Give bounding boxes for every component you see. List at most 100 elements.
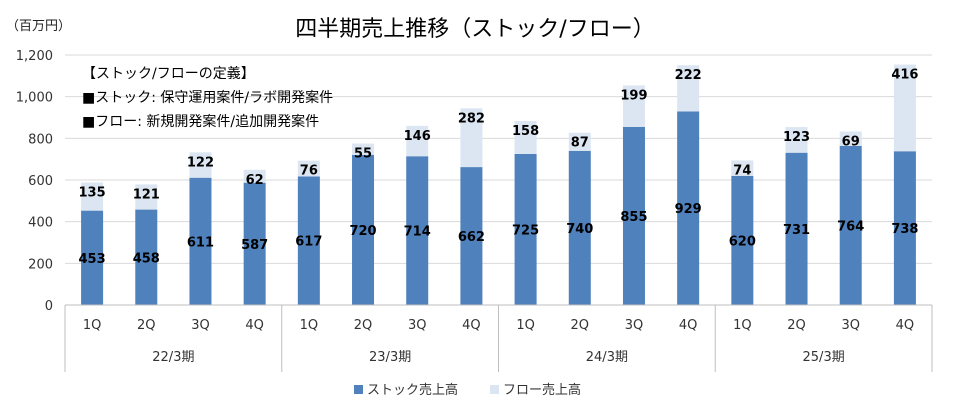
legend-swatch-flow [490, 385, 499, 394]
bar-stock [81, 210, 104, 305]
data-label-stock: 720 [349, 224, 376, 239]
bar-flow [189, 152, 212, 178]
data-label-flow: 122 [187, 155, 214, 170]
group-label: 24/3期 [586, 350, 628, 365]
x-tick-label: 2Q [571, 318, 590, 333]
bar-flow [568, 132, 591, 151]
bar-stock [785, 152, 808, 305]
y-tick-label: 1,200 [16, 49, 53, 64]
data-label-stock: 458 [133, 251, 160, 266]
bar-stock [189, 177, 212, 305]
legend-swatch-stock [354, 385, 363, 394]
bar-flow [677, 65, 700, 112]
data-label-flow: 416 [891, 68, 918, 83]
y-tick-label: 0 [45, 299, 53, 314]
data-label-stock: 855 [620, 210, 647, 225]
group-label: 23/3期 [369, 350, 411, 365]
y-unit-label: （百万円） [6, 19, 71, 34]
bar-flow [514, 121, 537, 154]
x-tick-label: 3Q [408, 318, 427, 333]
x-tick-label: 1Q [733, 318, 752, 333]
data-label-flow: 62 [246, 173, 264, 188]
data-label-stock: 738 [891, 222, 918, 237]
bar-stock [893, 151, 916, 305]
data-label-stock: 731 [783, 223, 810, 238]
bar-stock [243, 182, 266, 305]
data-label-flow: 199 [620, 88, 647, 103]
bar-flow [893, 64, 916, 152]
data-label-flow: 158 [512, 124, 539, 139]
x-tick-label: 3Q [841, 318, 860, 333]
bar-stock [297, 176, 320, 305]
data-label-stock: 740 [566, 222, 593, 237]
bar-stock [839, 145, 862, 305]
data-label-stock: 662 [458, 230, 485, 245]
data-label-flow: 69 [842, 134, 860, 149]
bar-flow [460, 108, 483, 168]
bar-flow [135, 184, 158, 210]
bar-stock [677, 111, 700, 305]
data-label-flow: 146 [404, 129, 431, 144]
axes: 0 200 400 600 800 1,000 1,200 1Q 2Q 3Q 4Q 1Q 2Q 3Q 4Q 1… [16, 49, 933, 372]
data-label-stock: 617 [295, 235, 322, 250]
bar-flow [622, 85, 645, 127]
data-label-flow: 135 [79, 186, 106, 201]
data-label-stock: 764 [837, 219, 864, 234]
bar-flow [785, 127, 808, 153]
data-label-flow: 74 [733, 163, 751, 178]
y-tick-label: 200 [28, 257, 53, 272]
y-tick-label: 400 [28, 216, 53, 231]
note-line-2: ■ストック: 保守運用案件/ラボ開発案件 [82, 89, 333, 106]
data-label-stock: 620 [729, 234, 756, 249]
y-tick-label: 1,000 [16, 91, 53, 106]
bar-flow [297, 160, 320, 177]
legend-label-stock: ストック売上高 [367, 382, 458, 398]
data-label-stock: 453 [79, 252, 106, 267]
bar-stock [622, 126, 645, 305]
note-line-1: 【ストック/フローの定義】 [82, 65, 255, 82]
x-tick-label: 4Q [896, 318, 915, 333]
x-tick-label: 1Q [516, 318, 535, 333]
data-label-flow: 123 [783, 130, 810, 145]
legend-label-flow: フロー売上高 [503, 382, 581, 398]
data-label-stock: 611 [187, 235, 214, 250]
data-label-flow: 87 [571, 136, 589, 151]
y-tick-label: 800 [28, 132, 53, 147]
data-label-flow: 76 [300, 164, 318, 179]
x-tick-label: 2Q [787, 318, 806, 333]
data-label-flow: 222 [675, 68, 702, 83]
data-label-stock: 929 [675, 202, 702, 217]
bar-stock [135, 209, 158, 305]
note-line-3: ■フロー: 新規開発案件/追加開発案件 [82, 113, 319, 130]
bar-stock [352, 155, 375, 305]
data-label-stock: 725 [512, 223, 539, 238]
data-labels: 453 135 458 121 611 122 587 62 617 76 720 55 714 146 6… [79, 68, 919, 267]
definition-note: 【ストック/フローの定義】 ■ストック: 保守運用案件/ラボ開発案件 ■フロー:… [82, 65, 333, 130]
bar-stock [406, 156, 429, 305]
group-label: 22/3期 [152, 350, 194, 365]
legend: ストック売上高 フロー売上高 [354, 382, 581, 398]
bar-stock [568, 150, 591, 305]
x-tick-label: 1Q [300, 318, 319, 333]
bar-flow [839, 131, 862, 146]
data-label-stock: 714 [404, 225, 431, 240]
group-label: 25/3期 [803, 350, 845, 365]
x-tick-label: 4Q [462, 318, 481, 333]
bar-stock [731, 175, 754, 305]
x-tick-label: 2Q [137, 318, 156, 333]
x-tick-label: 1Q [83, 318, 102, 333]
x-tick-label: 3Q [191, 318, 210, 333]
data-label-flow: 121 [133, 187, 160, 202]
bar-flow [243, 169, 266, 183]
bar-flow [352, 143, 375, 155]
data-label-flow: 282 [458, 111, 485, 126]
x-tick-label: 2Q [354, 318, 373, 333]
bar-stock [514, 153, 537, 305]
y-tick-label: 600 [28, 174, 53, 189]
x-tick-label: 3Q [625, 318, 644, 333]
data-label-flow: 55 [354, 147, 372, 162]
x-tick-label: 4Q [245, 318, 264, 333]
bar-flow [731, 160, 754, 176]
data-label-stock: 587 [241, 238, 268, 253]
